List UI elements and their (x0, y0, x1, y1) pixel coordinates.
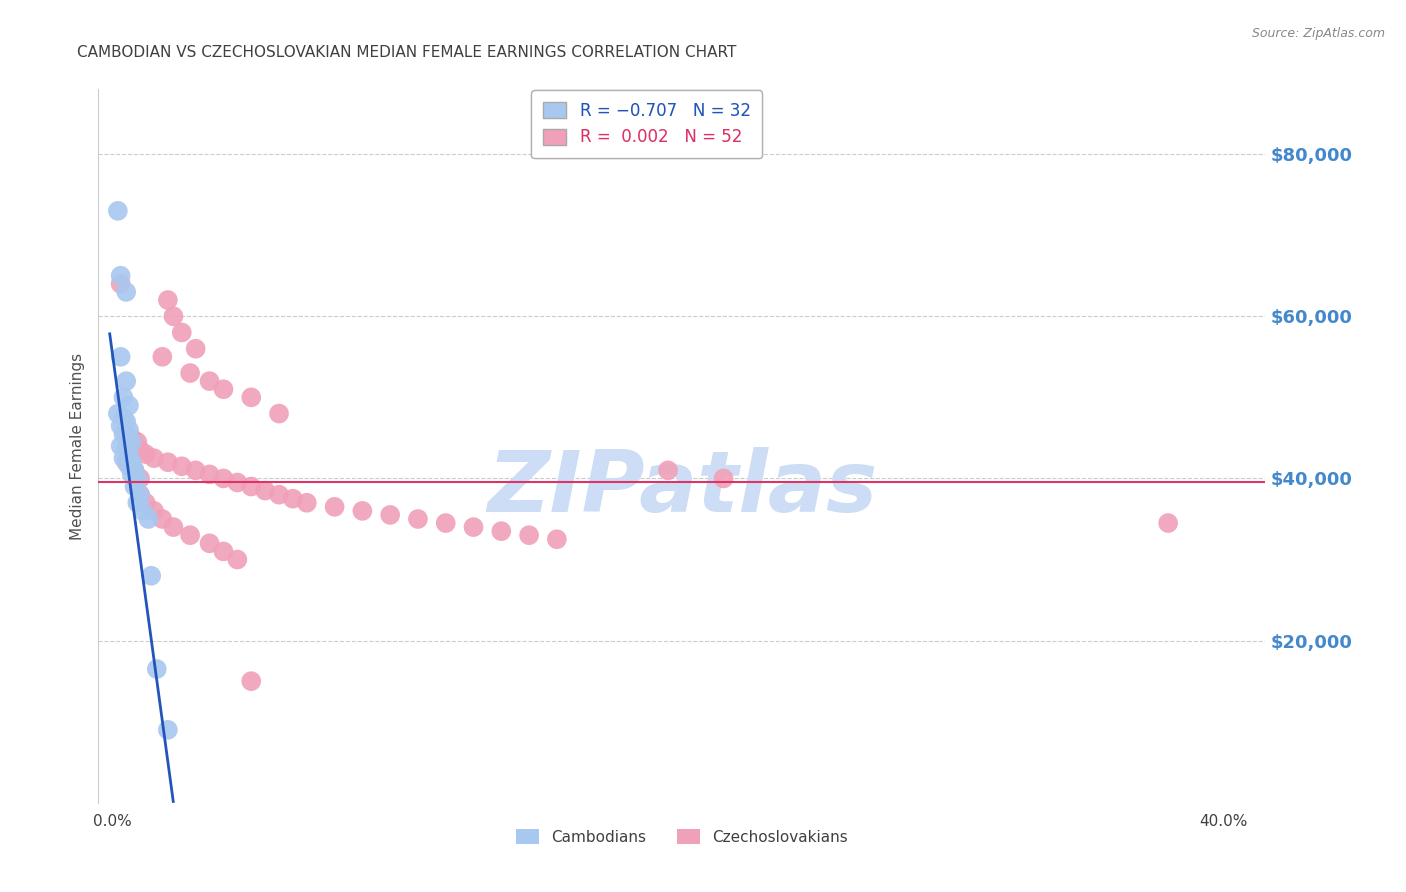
Point (127, 434, 149, 449)
Point (124, 479, 146, 493)
Point (115, 431, 138, 445)
Point (212, 471, 235, 485)
Point (281, 491, 304, 506)
Point (107, 407, 129, 421)
Point (115, 374, 138, 388)
Point (150, 350, 173, 364)
Point (156, 723, 179, 737)
Point (118, 399, 141, 413)
Text: Source: ZipAtlas.com: Source: ZipAtlas.com (1251, 27, 1385, 40)
Point (254, 483, 277, 498)
Legend: Cambodians, Czechoslovakians: Cambodians, Czechoslovakians (509, 822, 855, 852)
Point (115, 443, 138, 458)
Point (517, 528, 540, 542)
Point (198, 536, 221, 550)
Point (198, 374, 221, 388)
Point (138, 512, 160, 526)
Point (226, 552, 249, 566)
Point (179, 528, 201, 542)
Point (491, 524, 513, 538)
Point (406, 512, 429, 526)
Point (170, 459, 193, 474)
Point (162, 520, 184, 534)
Point (132, 504, 155, 518)
Point (124, 439, 146, 453)
Point (143, 504, 166, 518)
Point (129, 488, 152, 502)
Point (463, 520, 485, 534)
Point (240, 674, 263, 689)
Point (129, 443, 152, 458)
Point (352, 504, 374, 518)
Point (110, 277, 132, 291)
Point (121, 434, 143, 449)
Point (124, 463, 146, 477)
Point (115, 285, 138, 299)
Point (267, 407, 290, 421)
Point (121, 455, 143, 469)
Point (110, 439, 132, 453)
Point (240, 390, 263, 404)
Point (118, 459, 141, 474)
Point (127, 471, 149, 485)
Point (170, 326, 193, 340)
Point (657, 463, 679, 477)
Point (121, 467, 143, 482)
Point (323, 500, 346, 514)
Point (546, 533, 568, 547)
Point (112, 410, 135, 425)
Point (380, 508, 402, 522)
Point (179, 366, 201, 380)
Text: CAMBODIAN VS CZECHOSLOVAKIAN MEDIAN FEMALE EARNINGS CORRELATION CHART: CAMBODIAN VS CZECHOSLOVAKIAN MEDIAN FEMA… (77, 45, 737, 60)
Point (127, 496, 149, 510)
Point (226, 475, 249, 490)
Point (146, 662, 169, 676)
Point (124, 463, 146, 477)
Point (112, 426, 135, 441)
Point (112, 390, 135, 404)
Point (129, 471, 152, 485)
Point (184, 342, 207, 356)
Point (1157, 516, 1180, 530)
Point (156, 455, 179, 469)
Point (110, 418, 132, 433)
Point (434, 516, 457, 530)
Y-axis label: Median Female Earnings: Median Female Earnings (69, 352, 84, 540)
Point (162, 310, 184, 324)
Point (156, 293, 179, 307)
Point (267, 488, 290, 502)
Point (115, 415, 138, 429)
Point (129, 488, 152, 502)
Point (713, 471, 735, 485)
Point (184, 463, 207, 477)
Point (198, 467, 221, 482)
Point (121, 431, 143, 445)
Point (112, 451, 135, 466)
Point (141, 568, 163, 582)
Point (110, 350, 132, 364)
Point (135, 447, 157, 461)
Point (107, 203, 129, 218)
Point (115, 455, 138, 469)
Point (135, 496, 157, 510)
Point (118, 447, 141, 461)
Point (110, 268, 132, 283)
Point (212, 382, 235, 396)
Point (150, 512, 173, 526)
Point (295, 496, 318, 510)
Point (118, 423, 141, 437)
Point (143, 451, 166, 466)
Point (212, 544, 235, 558)
Point (240, 479, 263, 493)
Text: ZIPatlas: ZIPatlas (486, 447, 877, 531)
